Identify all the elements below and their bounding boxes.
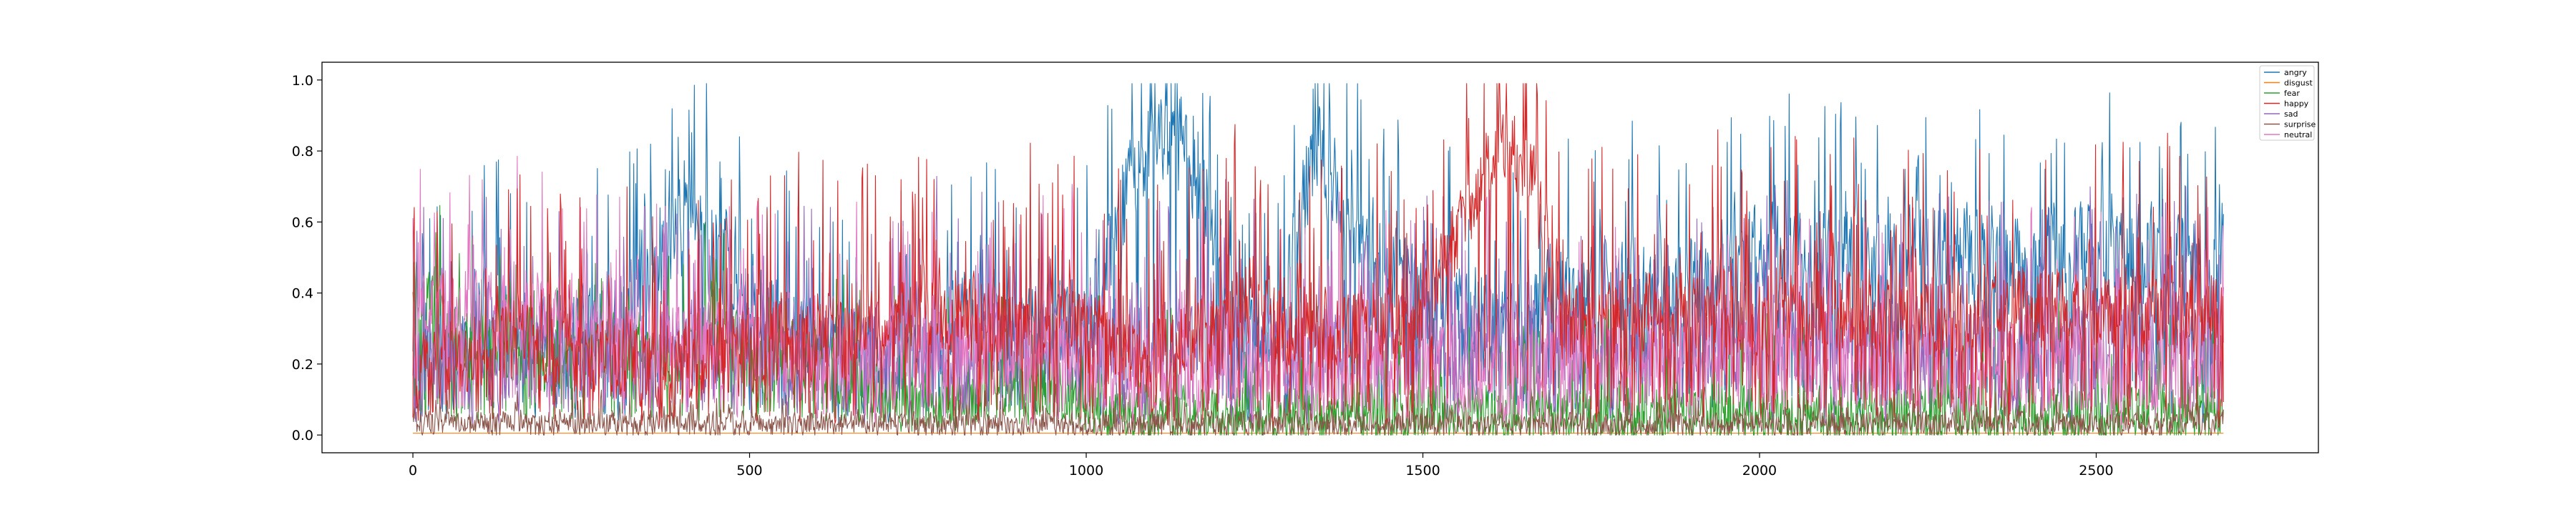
legend-label-sad: sad <box>2284 109 2298 119</box>
legend-label-happy: happy <box>2284 99 2309 109</box>
y-tick-label: 0.4 <box>292 286 313 302</box>
series-line-surprise <box>412 386 2224 436</box>
plot-frame <box>321 62 2319 453</box>
legend-label-angry: angry <box>2284 68 2307 77</box>
y-axis: 0.0 0.2 0.4 0.6 0.8 1.0 <box>292 73 322 443</box>
x-tick-label: 2500 <box>2079 463 2113 479</box>
x-tick-label: 2000 <box>1742 463 1777 479</box>
x-tick-label: 1000 <box>1069 463 1103 479</box>
legend-label-neutral: neutral <box>2284 130 2312 139</box>
legend-label-surprise: surprise <box>2284 120 2316 129</box>
series-line-happy <box>412 83 2224 427</box>
x-axis: 0 500 1000 1500 2000 2500 <box>409 453 2114 479</box>
y-tick-label: 1.0 <box>292 73 313 89</box>
y-tick-label: 0.0 <box>292 428 313 443</box>
y-tick-label: 0.6 <box>292 215 313 230</box>
y-tick-label: 0.2 <box>292 357 313 373</box>
y-tick-label: 0.8 <box>292 144 313 160</box>
legend-label-disgust: disgust <box>2284 79 2313 88</box>
legend-box <box>2259 65 2315 141</box>
series-layer <box>412 83 2224 436</box>
legend-label-fear: fear <box>2284 89 2300 98</box>
x-tick-label: 500 <box>736 463 762 479</box>
x-tick-label: 0 <box>409 463 417 479</box>
x-tick-label: 1500 <box>1405 463 1440 479</box>
